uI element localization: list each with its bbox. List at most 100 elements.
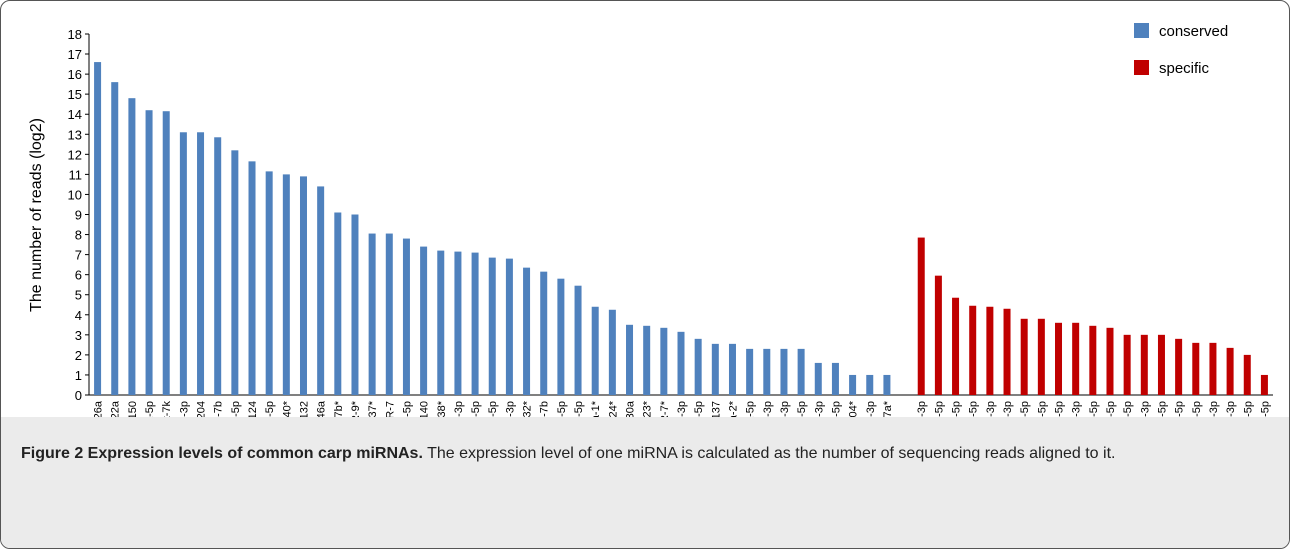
- x-tick-label: miR-499-5p: [230, 401, 242, 417]
- bar: [1089, 325, 1097, 395]
- bar: [780, 348, 788, 395]
- legend-swatch: [1134, 23, 1149, 38]
- legend-swatch: [1134, 60, 1149, 75]
- bar: [1106, 327, 1114, 395]
- x-tick-label: s0026-5p: [968, 401, 980, 417]
- x-tick-label: miR-7*: [659, 400, 671, 417]
- bar: [265, 171, 273, 395]
- bar: [574, 285, 582, 395]
- bar: [1209, 342, 1217, 395]
- bar: [471, 252, 479, 395]
- bar: [162, 111, 170, 395]
- bar: [437, 250, 445, 395]
- x-tick-label: miR-338*: [436, 400, 448, 417]
- bar: [677, 331, 685, 395]
- bar: [488, 257, 496, 395]
- bar: [505, 258, 513, 395]
- bar: [540, 271, 548, 395]
- y-tick-label: 14: [68, 107, 82, 122]
- x-tick-label: s0020-3p: [1208, 401, 1220, 417]
- y-tick-label: 17: [68, 47, 82, 62]
- x-tick-label: miR-124: [247, 401, 259, 417]
- x-tick-label: miR-212-3p: [453, 401, 465, 417]
- x-tick-label: miR-212a-5p: [745, 401, 757, 417]
- bar: [1140, 334, 1148, 395]
- bar: [351, 214, 359, 395]
- x-tick-label: miR-7b: [539, 401, 551, 417]
- x-tick-label: s0024-5p: [796, 401, 808, 417]
- x-tick-label: s0008-3p: [1002, 401, 1014, 417]
- bar: [763, 348, 771, 395]
- x-tick-label: miR-9b-5p: [693, 401, 705, 417]
- bar: [214, 137, 222, 395]
- y-tick-label: 2: [75, 348, 82, 363]
- bar: [1037, 318, 1045, 395]
- x-tick-label: s0014-5p: [1036, 401, 1048, 417]
- x-tick-label: miR-146a: [316, 400, 328, 417]
- bar: [917, 237, 925, 395]
- x-tick-label: s0008-5p: [1259, 401, 1271, 417]
- bar: [454, 251, 462, 395]
- y-tick-label: 3: [75, 328, 82, 343]
- x-tick-label: miR-26a: [93, 400, 105, 417]
- bar: [368, 233, 376, 395]
- y-tick-label: 13: [68, 127, 82, 142]
- x-tick-label: miR-140: [419, 401, 431, 417]
- bar: [248, 161, 256, 395]
- x-tick-label: miR-338-3p: [178, 401, 190, 417]
- x-tick-label: miR-430a: [625, 400, 637, 417]
- bar: [626, 324, 634, 395]
- y-tick-label: 4: [75, 308, 82, 323]
- x-tick-label: miR-204: [196, 401, 208, 417]
- x-tick-label: miR-140*: [281, 400, 293, 417]
- bar: [986, 306, 994, 395]
- y-tick-label: 18: [68, 27, 82, 42]
- x-tick-label: s0001-5p: [1174, 401, 1186, 417]
- x-tick-label: let-7k: [161, 401, 173, 417]
- bar: [523, 267, 531, 395]
- x-tick-label: miR-212-5p: [264, 401, 276, 417]
- bar: [831, 362, 839, 395]
- caption-text: The expression level of one miRNA is cal…: [427, 445, 1116, 462]
- y-tick-label: 5: [75, 288, 82, 303]
- x-tick-label: s0015-3p: [779, 401, 791, 417]
- x-tick-label: miR-132: [298, 401, 310, 417]
- bar: [952, 297, 960, 395]
- bar: [111, 82, 119, 395]
- bar: [1123, 334, 1131, 395]
- x-tick-label: s0006-3p: [1225, 401, 1237, 417]
- bar: [145, 110, 153, 395]
- x-tick-label: s0025-5p: [573, 401, 585, 417]
- x-tick-label: miR-9*: [350, 400, 362, 417]
- bar: [660, 327, 668, 395]
- bar: [1157, 334, 1165, 395]
- bar: [1072, 322, 1080, 395]
- x-tick-label: miR-22a: [110, 400, 122, 417]
- x-tick-label: s0005-5p: [401, 401, 413, 417]
- x-tick-label: miR-460b-5p: [470, 401, 482, 417]
- y-tick-label: 7: [75, 248, 82, 263]
- x-tick-label: s0013-5p: [556, 401, 568, 417]
- x-tick-label: miR-723*: [642, 400, 654, 417]
- x-tick-label: s0019-5p: [951, 401, 963, 417]
- bar: [557, 278, 565, 395]
- x-tick-label: miR-460b-3p: [865, 401, 877, 417]
- y-tick-label: 11: [69, 167, 83, 182]
- bar: [1175, 338, 1183, 395]
- bar: [746, 348, 754, 395]
- x-tick-label: s0021-5p: [933, 401, 945, 417]
- x-tick-label: s0017-5p: [1054, 401, 1066, 417]
- bar: [317, 186, 325, 395]
- bar: [814, 362, 822, 395]
- bar: [94, 62, 102, 395]
- x-tick-label: let-7b*: [333, 400, 345, 417]
- bar: [128, 98, 136, 395]
- bar: [1226, 347, 1234, 395]
- caption-title: Figure 2 Expression levels of common car…: [21, 445, 423, 462]
- bar: [179, 132, 187, 395]
- x-tick-label: s0023-5p: [1242, 401, 1254, 417]
- x-tick-label: let-7b: [213, 401, 225, 417]
- x-tick-label: miR-7: [384, 401, 396, 417]
- legend-label: specific: [1159, 60, 1210, 77]
